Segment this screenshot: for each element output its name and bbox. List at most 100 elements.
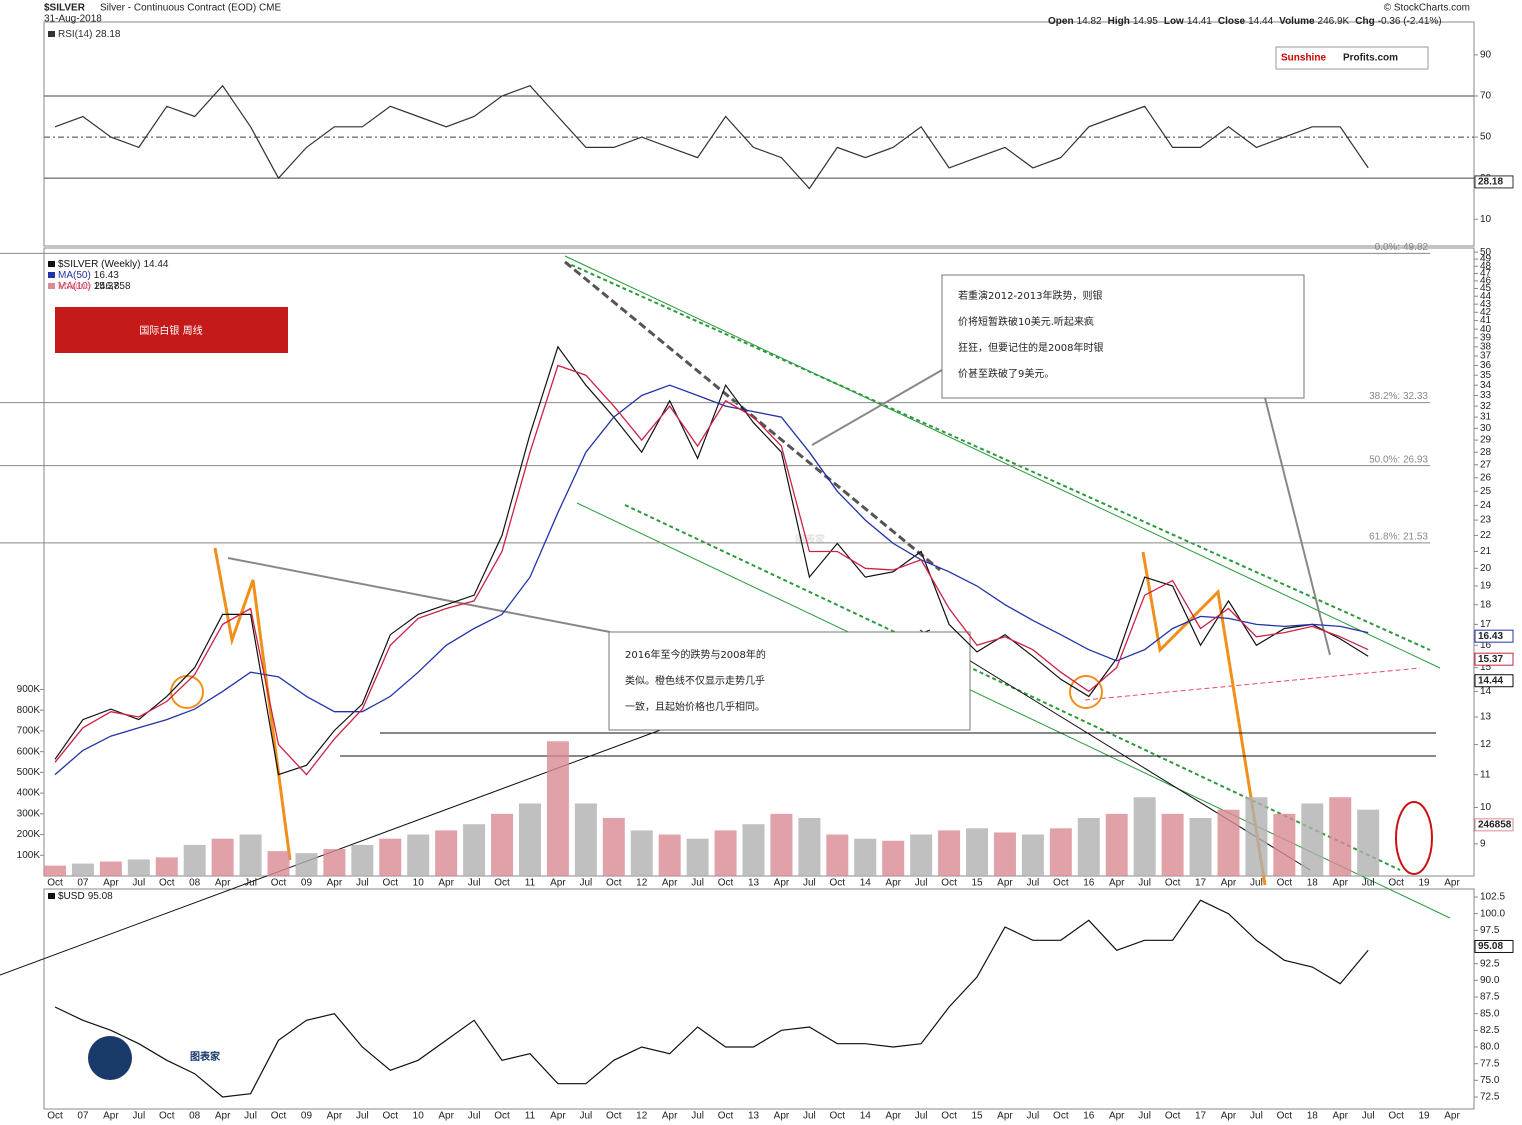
x-tick-label: Jul: [915, 1111, 928, 1122]
volume-bar: [323, 849, 346, 876]
rsi-frame: [43, 21, 1475, 247]
x-tick-label: Jul: [691, 878, 704, 889]
x-tick-label: Oct: [1388, 1111, 1404, 1122]
x-tick-label: Jul: [132, 1111, 145, 1122]
volume-bar: [966, 828, 989, 876]
x-tick-label: Jul: [1362, 878, 1375, 889]
y-tick-label: 48: [1480, 261, 1492, 272]
x-tick-label: Jul: [579, 1111, 592, 1122]
x-tick-label: Apr: [215, 878, 231, 889]
legend-name: RSI(14): [58, 29, 92, 40]
x-tick-label: Oct: [1277, 878, 1293, 889]
x-tick-label: Jul: [1138, 1111, 1151, 1122]
x-tick-label: Jul: [468, 878, 481, 889]
ohlc-value: 14.41: [1187, 16, 1212, 27]
last-value-box: [1474, 818, 1514, 832]
volume-bar: [882, 840, 905, 876]
volume-bar: [379, 838, 402, 876]
y-tick-label: 85.0: [1480, 1008, 1500, 1019]
last-value: 95.08: [1478, 941, 1503, 952]
x-tick-label: Apr: [438, 878, 454, 889]
x-tick-label: Oct: [1053, 1111, 1069, 1122]
orange-path: [213, 547, 292, 861]
callout-text: 2016年至今的跌势与2008年的: [625, 648, 766, 661]
y-tick-label: 34: [1480, 380, 1492, 391]
y-tick-label: 15: [1480, 662, 1492, 673]
x-tick-label: Jul: [1250, 878, 1263, 889]
y-tick-label: 400K: [17, 788, 41, 799]
y-tick-label: 49: [1480, 254, 1492, 265]
x-tick-label: Oct: [1165, 878, 1181, 889]
y-tick-label: 16: [1480, 640, 1492, 651]
volume-bar: [686, 838, 709, 876]
y-tick-label: 9: [1480, 839, 1486, 850]
x-tick-label: Apr: [662, 878, 678, 889]
volume-bar: [1021, 834, 1044, 876]
x-tick-label: Jul: [803, 878, 816, 889]
y-tick-label: 43: [1480, 299, 1492, 310]
x-tick-label: Jul: [132, 878, 145, 889]
y-tick-label: 33: [1480, 390, 1492, 401]
volume-bar: [1245, 797, 1268, 876]
x-tick-label: Oct: [159, 878, 175, 889]
fib-label: 0.0%: 49.82: [1375, 242, 1429, 253]
y-tick-label: 12: [1480, 739, 1492, 750]
x-tick-label: Oct: [941, 878, 957, 889]
series-line: [54, 384, 1369, 776]
volume-bar: [602, 817, 625, 876]
last-value-box: [1474, 939, 1514, 953]
volume-bar: [1301, 803, 1324, 876]
y-tick-label: 200K: [17, 829, 41, 840]
x-tick-label: Apr: [662, 1111, 678, 1122]
legend-entry: Volume 246,858: [58, 281, 131, 292]
volume-bar: [407, 834, 430, 876]
callout-text: 若重演2012-2013年跌势，则银: [958, 289, 1103, 302]
y-tick-label: 18: [1480, 599, 1492, 610]
last-value-box: [1474, 674, 1514, 688]
x-tick-label: 19: [1418, 1111, 1430, 1122]
volume-bar: [1077, 817, 1100, 876]
last-value: 246858: [1478, 819, 1512, 830]
pointer: [227, 557, 611, 633]
trend-line: [564, 255, 1441, 669]
series-line: [54, 899, 1369, 1098]
x-tick-label: Oct: [941, 1111, 957, 1122]
x-tick-label: Oct: [382, 1111, 398, 1122]
legend-swatch: [48, 893, 55, 899]
y-tick-label: 11: [1480, 769, 1491, 780]
x-tick-label: 16: [1083, 878, 1095, 889]
y-tick-label: 13: [1480, 712, 1492, 723]
x-tick-label: Oct: [830, 1111, 846, 1122]
last-value: 16.43: [1478, 631, 1503, 642]
volume-bar: [1189, 817, 1212, 876]
y-tick-label: 32: [1480, 401, 1492, 412]
ohlc-value: 246.9K: [1318, 16, 1350, 27]
volume-bar: [658, 834, 681, 876]
y-tick-label: 42: [1480, 307, 1492, 318]
y-tick-label: 31: [1480, 412, 1492, 423]
legend-swatch: [48, 31, 55, 37]
volume-bar: [71, 863, 94, 876]
y-tick-label: 36: [1480, 360, 1492, 371]
callout: [941, 274, 1305, 399]
ohlc-label: High: [1108, 16, 1130, 27]
x-tick-label: Apr: [550, 878, 566, 889]
brand-box: [1275, 46, 1429, 70]
x-tick-label: 11: [525, 1111, 536, 1122]
y-tick-label: 46: [1480, 276, 1492, 287]
x-tick-label: Oct: [47, 878, 63, 889]
x-tick-label: Apr: [1332, 1111, 1348, 1122]
x-tick-label: Apr: [997, 1111, 1013, 1122]
callout-text: 狂狂，但要记住的是2008年时银: [958, 341, 1103, 354]
y-tick-label: 10: [1480, 802, 1492, 813]
x-tick-label: 13: [748, 878, 760, 889]
y-tick-label: 50: [1480, 132, 1492, 143]
legend-entry: $SILVER (Weekly) 14.44: [58, 259, 169, 270]
y-tick-label: 102.5: [1480, 892, 1505, 903]
legend-name: $SILVER (Weekly): [58, 259, 140, 270]
x-tick-label: Apr: [103, 878, 119, 889]
legend-entry: MA(50) 16.43: [58, 270, 119, 281]
volume-bar: [183, 844, 206, 876]
x-tick-label: Jul: [356, 878, 369, 889]
